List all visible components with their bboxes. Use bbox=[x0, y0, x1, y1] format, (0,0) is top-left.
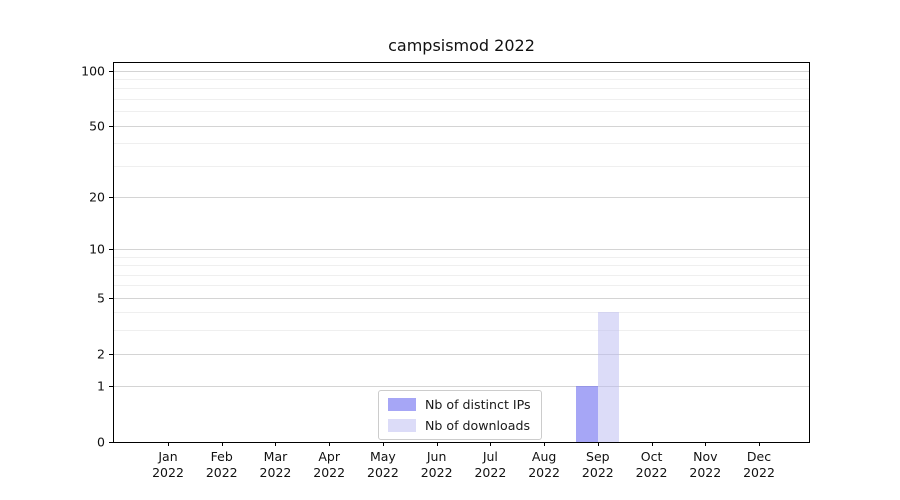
major-gridline bbox=[114, 386, 809, 388]
legend-label: Nb of distinct IPs bbox=[425, 397, 531, 412]
x-tick-mark bbox=[544, 442, 546, 446]
x-tick-mark bbox=[651, 442, 653, 446]
x-tick-mark bbox=[168, 442, 169, 446]
y-tick-mark bbox=[109, 249, 114, 251]
y-tick-label: 2 bbox=[97, 346, 105, 362]
x-tick-label: Aug 2022 bbox=[528, 449, 561, 480]
x-tick-label: Jan 2022 bbox=[152, 449, 184, 480]
x-tick-label: Mar 2022 bbox=[259, 449, 292, 480]
plot-area: 0 1 2 5 10 20 50 100 Jan 2022 Feb 2022 Mar 2022 Apr… bbox=[81, 62, 810, 480]
x-tick-label: Apr 2022 bbox=[313, 449, 346, 480]
minor-gridline bbox=[114, 111, 809, 113]
x-tick-label: Sep 2022 bbox=[581, 449, 614, 480]
legend-item: Nb of downloads bbox=[388, 418, 531, 433]
major-gridline bbox=[114, 196, 809, 198]
y-tick-label: 20 bbox=[89, 189, 105, 205]
bar-distinct-ips bbox=[576, 386, 598, 442]
major-gridline bbox=[114, 70, 809, 72]
x-tick-label: Nov 2022 bbox=[689, 449, 722, 480]
x-tick-mark bbox=[436, 442, 438, 446]
y-tick-label: 50 bbox=[89, 118, 105, 134]
y-tick-label: 5 bbox=[97, 290, 105, 306]
x-tick-label: May 2022 bbox=[367, 449, 399, 480]
major-gridline bbox=[114, 249, 809, 251]
minor-gridline bbox=[114, 330, 809, 332]
y-tick-label: 10 bbox=[89, 241, 105, 257]
minor-gridline bbox=[114, 88, 809, 90]
x-tick-mark bbox=[597, 442, 599, 446]
chart-title: campsismod 2022 bbox=[388, 36, 535, 55]
x-tick-mark bbox=[329, 442, 331, 446]
minor-gridline bbox=[114, 265, 809, 267]
legend-label: Nb of downloads bbox=[425, 418, 531, 433]
y-tick-mark bbox=[109, 386, 114, 388]
legend: Nb of distinct IPs Nb of downloads bbox=[378, 390, 542, 440]
legend-swatch bbox=[388, 398, 416, 411]
y-tick-mark bbox=[109, 196, 114, 198]
x-tick-label: Dec 2022 bbox=[743, 449, 775, 480]
x-tick-mark bbox=[490, 442, 492, 446]
major-gridline bbox=[114, 125, 809, 127]
minor-gridline bbox=[114, 274, 809, 276]
y-tick-mark bbox=[109, 70, 114, 72]
major-gridline bbox=[114, 353, 809, 355]
y-tick-mark bbox=[109, 297, 114, 299]
minor-gridline bbox=[114, 256, 809, 258]
x-tick-mark bbox=[759, 442, 761, 446]
minor-gridline bbox=[114, 312, 809, 314]
x-tick-mark bbox=[275, 442, 277, 446]
x-tick-mark bbox=[382, 442, 384, 446]
minor-gridline bbox=[114, 165, 809, 167]
major-gridline bbox=[114, 297, 809, 299]
minor-gridline bbox=[114, 78, 809, 80]
y-tick-mark bbox=[109, 442, 114, 443]
minor-gridline bbox=[114, 285, 809, 287]
y-tick-label: 0 bbox=[97, 434, 105, 450]
y-tick-mark bbox=[109, 353, 114, 355]
x-tick-mark bbox=[705, 442, 707, 446]
minor-gridline bbox=[114, 98, 809, 100]
y-tick-label: 100 bbox=[81, 63, 105, 79]
x-tick-label: Jul 2022 bbox=[474, 449, 507, 480]
x-tick-label: Oct 2022 bbox=[635, 449, 668, 480]
y-tick-label: 1 bbox=[97, 378, 105, 394]
x-tick-mark bbox=[221, 442, 223, 446]
x-tick-label: Feb 2022 bbox=[205, 449, 238, 480]
legend-item: Nb of distinct IPs bbox=[388, 397, 531, 412]
legend-swatch bbox=[388, 419, 416, 432]
minor-gridline bbox=[114, 143, 809, 145]
x-tick-label: Jun 2022 bbox=[420, 449, 453, 480]
bar-downloads bbox=[597, 312, 620, 442]
y-tick-mark bbox=[109, 125, 114, 127]
